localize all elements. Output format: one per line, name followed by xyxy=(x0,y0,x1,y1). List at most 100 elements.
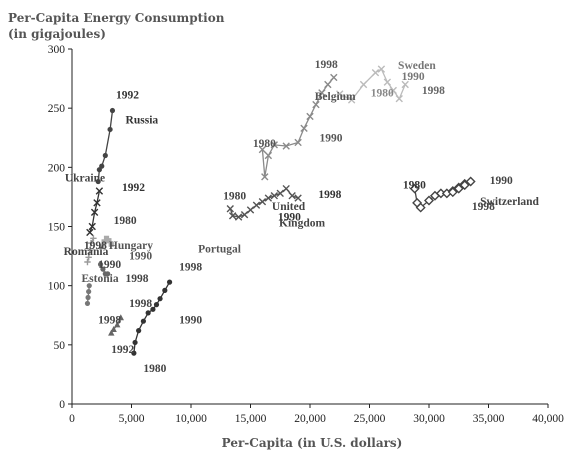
x-tick-label: 15,000 xyxy=(235,413,267,425)
data-point-belgium xyxy=(312,100,320,109)
data-point-united-kingdom xyxy=(228,212,237,220)
data-point-russia xyxy=(99,163,105,169)
y-tick-label: 250 xyxy=(48,103,66,115)
data-point-united-kingdom xyxy=(226,205,234,213)
data-point-united-kingdom xyxy=(258,197,267,206)
data-point-estonia xyxy=(84,300,91,307)
annotation-label: 1980 xyxy=(114,215,137,227)
data-point-sweden xyxy=(371,68,380,77)
annotation-label: Romania xyxy=(64,246,109,258)
data-point-switzerland xyxy=(453,183,464,194)
data-point-other xyxy=(110,326,117,333)
data-point-hungary xyxy=(108,241,114,247)
annotation-label: Ukraine xyxy=(65,173,105,185)
data-point-romania xyxy=(85,254,92,261)
data-point-united-kingdom xyxy=(264,194,273,202)
data-point-united-kingdom xyxy=(294,194,302,202)
data-point-sweden xyxy=(336,90,344,98)
data-point-belgium xyxy=(324,80,332,89)
data-point-switzerland xyxy=(409,183,420,194)
data-point-other xyxy=(117,314,124,321)
data-point-portugal xyxy=(132,339,138,346)
data-point-belgium xyxy=(318,89,326,97)
data-point-romania xyxy=(86,246,94,254)
x-tick-label: 0 xyxy=(69,413,75,425)
annotation-label: 1980 xyxy=(223,190,246,202)
annotation-label: 1990 xyxy=(402,71,425,83)
data-point-portugal xyxy=(140,318,146,324)
data-point-portugal xyxy=(145,310,151,316)
data-point-united-kingdom xyxy=(234,213,243,221)
data-point-other xyxy=(114,321,121,328)
annotation-label: 1980 xyxy=(253,138,276,150)
data-point-hungary xyxy=(106,238,112,244)
annotation-label: 1998 xyxy=(129,298,152,310)
annotation-label: 1998 xyxy=(84,240,107,252)
data-point-sweden xyxy=(359,80,368,89)
annotation-label: Russia xyxy=(126,115,159,127)
annotation-label: 1990 xyxy=(129,251,152,263)
x-tick-label: 20,000 xyxy=(294,413,326,425)
data-point-hungary xyxy=(101,239,107,245)
data-point-ukraine xyxy=(88,222,96,231)
x-tick-label: 25,000 xyxy=(354,413,386,425)
annotation-label: 1998 xyxy=(422,85,445,97)
data-point-united-kingdom xyxy=(270,192,278,200)
annotation-label: 1980 xyxy=(143,363,166,375)
data-point-other xyxy=(108,329,115,336)
annotation-label: 1992 xyxy=(111,344,134,356)
x-tick-label: 40,000 xyxy=(532,413,564,425)
chart-title-line-2: (in gigajoules) xyxy=(8,27,106,41)
data-point-united-kingdom xyxy=(246,206,255,214)
data-point-switzerland xyxy=(447,187,458,198)
data-point-united-kingdom xyxy=(240,210,249,219)
data-point-other xyxy=(97,261,104,267)
chart-title-line-1: Per-Capita Energy Consumption xyxy=(8,11,225,25)
data-point-romania xyxy=(90,235,97,242)
annotation-label: 1990 xyxy=(98,259,121,271)
data-point-other xyxy=(105,271,111,277)
data-point-united-kingdom xyxy=(252,201,261,209)
data-point-belgium xyxy=(282,142,290,150)
annotation-label: Estonia xyxy=(82,273,119,285)
x-tick-label: 30,000 xyxy=(413,413,445,425)
data-point-estonia xyxy=(85,294,91,301)
annotation-label: 1998 xyxy=(318,189,341,201)
data-point-united-kingdom xyxy=(288,192,296,200)
data-point-russia xyxy=(95,178,101,185)
x-tick-label: 5,000 xyxy=(119,413,145,425)
y-tick-label: 50 xyxy=(54,340,66,352)
data-point-sweden xyxy=(395,95,403,103)
data-point-united-kingdom xyxy=(282,184,290,193)
data-point-switzerland xyxy=(415,202,426,213)
data-point-belgium xyxy=(261,173,269,181)
x-axis-label: Per-Capita (in U.S. dollars) xyxy=(222,436,403,450)
annotation-label: Portugal xyxy=(198,244,241,256)
series-line-portugal xyxy=(133,281,171,354)
annotation-label: 1990 xyxy=(320,132,343,144)
y-tick-label: 0 xyxy=(59,399,65,411)
annotation-label: 1990 xyxy=(490,175,513,187)
data-point-belgium xyxy=(294,138,302,147)
data-point-portugal xyxy=(162,287,168,293)
data-point-portugal xyxy=(131,350,137,356)
data-point-russia xyxy=(102,152,108,159)
data-point-belgium xyxy=(330,73,338,82)
annotation-label: United xyxy=(272,201,306,213)
annotation-label: Sweden xyxy=(398,60,436,72)
y-tick-label: 300 xyxy=(48,44,66,56)
data-point-portugal xyxy=(166,279,173,285)
annotation-label: Kingdom xyxy=(279,218,325,230)
data-point-ukraine xyxy=(86,228,94,237)
annotation-label: 1998 xyxy=(315,59,338,71)
annotation-label: 1990 xyxy=(278,212,301,224)
y-tick-label: 200 xyxy=(48,162,66,174)
series-line-estonia xyxy=(86,285,90,304)
annotation-label: 1992 xyxy=(116,90,139,102)
x-tick-label: 35,000 xyxy=(473,413,505,425)
annotation-label: 1980 xyxy=(403,180,426,192)
annotation-label: Switzerland xyxy=(480,196,539,208)
data-point-sweden xyxy=(401,80,409,89)
